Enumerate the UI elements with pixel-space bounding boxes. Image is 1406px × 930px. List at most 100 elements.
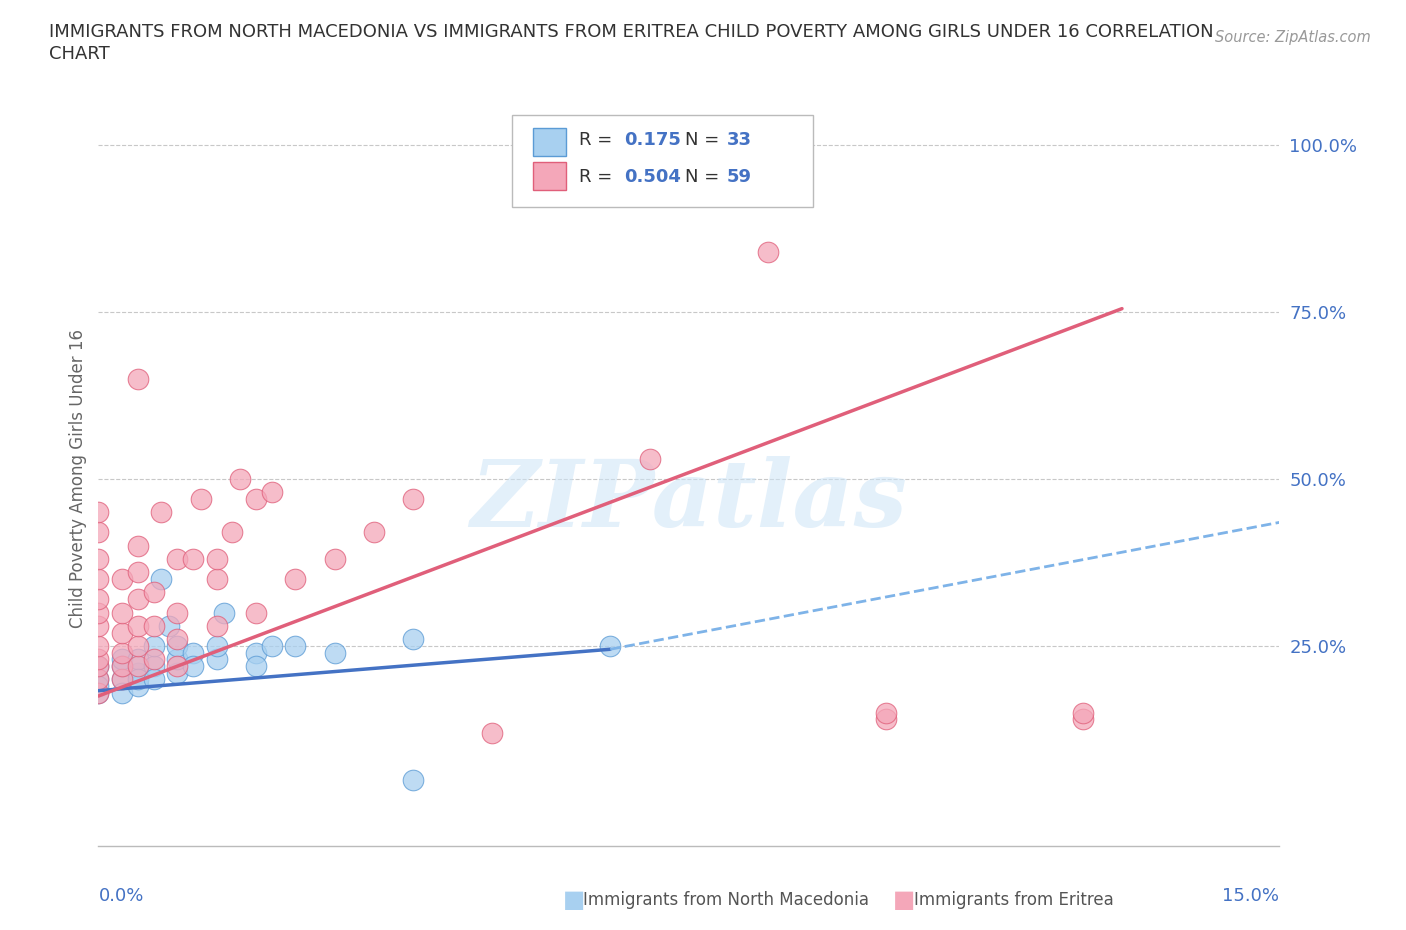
Point <box>402 772 425 787</box>
Text: CHART: CHART <box>49 45 110 62</box>
Point <box>127 679 149 694</box>
Point <box>142 639 165 654</box>
Text: Immigrants from North Macedonia: Immigrants from North Macedonia <box>583 891 869 910</box>
Point <box>111 652 134 667</box>
Text: 0.175: 0.175 <box>624 131 681 149</box>
Text: R =: R = <box>579 131 619 149</box>
Point <box>87 505 110 520</box>
Point <box>127 538 149 553</box>
Point <box>166 605 188 620</box>
Point <box>111 671 134 686</box>
Point <box>127 639 149 654</box>
Point <box>166 551 188 566</box>
Text: 15.0%: 15.0% <box>1222 886 1279 905</box>
Point <box>166 658 188 673</box>
Point <box>157 618 180 633</box>
Point <box>150 572 173 587</box>
Point <box>214 605 236 620</box>
Point <box>111 685 134 700</box>
Point <box>1071 712 1094 727</box>
Point <box>87 652 110 667</box>
Point <box>127 591 149 606</box>
Text: 0.0%: 0.0% <box>98 886 143 905</box>
Point <box>87 572 110 587</box>
Point <box>1071 705 1094 720</box>
Point <box>87 605 110 620</box>
Point <box>142 652 165 667</box>
Text: ■: ■ <box>562 888 585 912</box>
Text: 59: 59 <box>727 168 752 186</box>
Point <box>284 639 307 654</box>
Point <box>142 618 165 633</box>
Y-axis label: Child Poverty Among Girls Under 16: Child Poverty Among Girls Under 16 <box>69 329 87 629</box>
Point <box>205 639 228 654</box>
FancyBboxPatch shape <box>533 163 567 191</box>
Point <box>111 605 134 620</box>
Point <box>87 685 110 700</box>
Text: Immigrants from Eritrea: Immigrants from Eritrea <box>914 891 1114 910</box>
Point <box>127 371 149 386</box>
Text: 0.504: 0.504 <box>624 168 681 186</box>
Text: ■: ■ <box>893 888 915 912</box>
Point <box>245 492 267 507</box>
Point <box>87 685 110 700</box>
Point <box>756 245 779 259</box>
Point <box>638 451 661 466</box>
Point <box>142 658 165 673</box>
Point <box>402 631 425 646</box>
Point <box>142 671 165 686</box>
Point <box>127 665 149 680</box>
Text: Source: ZipAtlas.com: Source: ZipAtlas.com <box>1215 30 1371 45</box>
Point <box>205 551 228 566</box>
Point <box>87 671 110 686</box>
Point <box>111 658 134 673</box>
Point <box>150 505 173 520</box>
Point <box>260 485 283 499</box>
Point <box>323 645 346 660</box>
Point <box>87 525 110 539</box>
Point <box>875 712 897 727</box>
Point <box>481 725 503 740</box>
Point <box>181 658 204 673</box>
Point <box>875 705 897 720</box>
Point <box>181 645 204 660</box>
Point <box>363 525 385 539</box>
Point <box>127 565 149 580</box>
Point <box>599 639 621 654</box>
Text: N =: N = <box>685 168 725 186</box>
Point <box>166 639 188 654</box>
Point <box>245 645 267 660</box>
Point <box>284 572 307 587</box>
Point <box>111 625 134 640</box>
Point <box>245 605 267 620</box>
Point <box>111 671 134 686</box>
Point <box>142 585 165 600</box>
Point <box>205 652 228 667</box>
Point <box>111 645 134 660</box>
Point <box>87 618 110 633</box>
Text: IMMIGRANTS FROM NORTH MACEDONIA VS IMMIGRANTS FROM ERITREA CHILD POVERTY AMONG G: IMMIGRANTS FROM NORTH MACEDONIA VS IMMIG… <box>49 23 1213 41</box>
Point <box>127 658 149 673</box>
Point <box>245 658 267 673</box>
Point <box>127 671 149 686</box>
Point <box>166 631 188 646</box>
Point <box>190 492 212 507</box>
Point <box>87 671 110 686</box>
Point <box>205 618 228 633</box>
FancyBboxPatch shape <box>512 115 813 207</box>
Point <box>87 679 110 694</box>
Text: N =: N = <box>685 131 725 149</box>
Point <box>87 639 110 654</box>
Point <box>87 591 110 606</box>
Point <box>323 551 346 566</box>
Point <box>205 572 228 587</box>
Text: 33: 33 <box>727 131 752 149</box>
Point <box>87 658 110 673</box>
Point <box>87 658 110 673</box>
Point <box>111 658 134 673</box>
Point <box>181 551 204 566</box>
Point <box>87 551 110 566</box>
FancyBboxPatch shape <box>533 127 567 155</box>
Point <box>111 572 134 587</box>
Point <box>260 639 283 654</box>
